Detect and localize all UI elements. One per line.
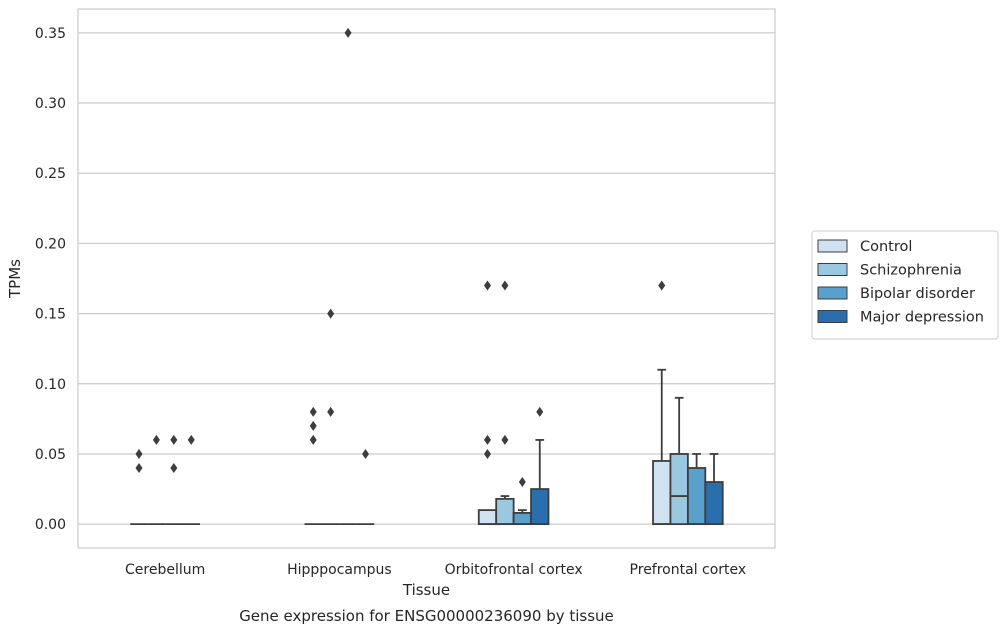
y-tick-label: 0.15 <box>35 307 66 323</box>
box-group <box>530 406 550 526</box>
outlier-point <box>501 280 509 291</box>
box <box>652 460 672 526</box>
legend-label: Major depression <box>860 310 984 326</box>
box <box>477 509 498 526</box>
box-group <box>652 280 672 526</box>
x-tick-label: Cerebellum <box>125 562 205 578</box>
x-tick-label: Hipppocampus <box>287 562 392 578</box>
chart-caption: Gene expression for ENSG00000236090 by t… <box>239 607 614 625</box>
box-group <box>147 434 166 526</box>
outlier-point <box>309 420 317 431</box>
y-tick-label: 0.30 <box>35 96 66 112</box>
outlier-point <box>483 280 491 291</box>
legend-swatch <box>817 310 848 323</box>
outlier-point <box>152 434 160 445</box>
legend-frame <box>811 230 999 340</box>
legend-swatch <box>817 239 848 253</box>
outlier-point <box>170 434 178 445</box>
x-tick-label: Orbitofrontal cortex <box>445 562 583 578</box>
box-group <box>477 280 498 526</box>
outlier-point <box>187 434 195 445</box>
gridlines <box>78 32 775 525</box>
legend-swatch <box>817 286 848 300</box>
legend-swatch <box>817 263 848 276</box>
outlier-point <box>327 406 335 417</box>
box <box>686 467 707 526</box>
outlier-point <box>501 434 509 445</box>
outlier-point <box>344 27 352 38</box>
box-group <box>130 448 148 526</box>
plot-frame <box>77 8 776 549</box>
outlier-point <box>135 462 143 473</box>
outlier-point <box>362 448 370 459</box>
box-group <box>495 280 515 526</box>
box-group <box>686 453 707 526</box>
box <box>669 453 689 526</box>
y-axis-label: TPMs <box>6 259 24 299</box>
box-group <box>669 396 689 526</box>
box-plot-series <box>130 27 724 526</box>
outlier-point <box>170 462 178 473</box>
box-group <box>321 308 340 526</box>
y-tick-label: 0.35 <box>35 26 66 42</box>
legend-label: Control <box>860 239 912 255</box>
y-tick-label: 0.10 <box>35 377 66 393</box>
legend: Control Schizophrenia Bipolar disorder Majo… <box>811 230 999 340</box>
outlier-point <box>327 308 335 319</box>
box-group <box>182 434 200 526</box>
outlier-point <box>518 477 526 488</box>
y-tick-labels: 0.00 0.05 0.10 0.15 0.20 0.25 0.30 0.35 <box>35 26 66 533</box>
box <box>530 488 550 526</box>
outlier-point <box>483 448 491 459</box>
outlier-point <box>658 280 666 291</box>
box-group <box>339 27 357 526</box>
x-tick-label: Prefrontal cortex <box>630 562 747 578</box>
outlier-point <box>135 448 143 459</box>
y-tick-label: 0.00 <box>35 517 66 533</box>
box-group <box>512 477 532 526</box>
box-group <box>165 434 183 526</box>
legend-label: Bipolar disorder <box>860 286 975 302</box>
box <box>512 512 532 526</box>
box-group <box>704 453 724 526</box>
legend-label: Schizophrenia <box>860 263 962 279</box>
outlier-point <box>309 434 317 445</box>
y-tick-label: 0.25 <box>35 166 66 182</box>
box-group <box>356 448 375 526</box>
x-tick-labels: Cerebellum Hipppocampus Orbitofrontal cort… <box>125 562 746 578</box>
outlier-point <box>309 406 317 417</box>
y-tick-label: 0.20 <box>35 236 66 252</box>
box <box>495 497 515 526</box>
box-group <box>304 406 322 526</box>
box <box>704 481 724 526</box>
outlier-point <box>536 406 544 417</box>
y-tick-label: 0.05 <box>35 447 66 463</box>
outlier-point <box>483 434 491 445</box>
x-axis-label: Tissue <box>402 581 450 599</box>
